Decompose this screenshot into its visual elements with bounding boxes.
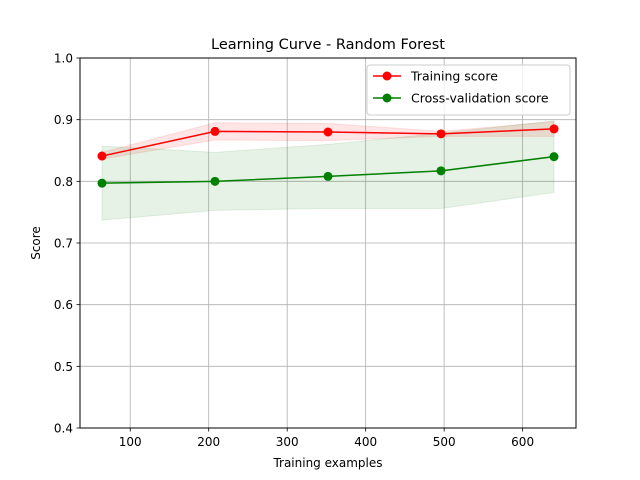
confidence-band-1	[101, 120, 555, 221]
data-point	[436, 166, 446, 176]
y-tick-label: 0.7	[54, 237, 73, 251]
x-tick-label: 300	[276, 435, 299, 449]
data-point	[323, 127, 333, 137]
data-point	[436, 129, 446, 139]
data-point	[549, 124, 559, 134]
x-tick-label: 100	[119, 435, 142, 449]
x-axis-ticks: 100 200 300 400 500 600	[119, 428, 534, 449]
x-axis-label: Training examples	[272, 456, 382, 470]
data-point	[97, 178, 107, 188]
y-tick-label: 0.5	[54, 360, 73, 374]
legend: Training score Cross-validation score	[366, 64, 571, 116]
legend-label: Training score	[410, 69, 498, 84]
y-tick-label: 0.6	[54, 298, 73, 312]
x-tick-label: 500	[433, 435, 456, 449]
x-tick-label: 400	[354, 435, 377, 449]
x-tick-label: 600	[511, 435, 534, 449]
y-tick-label: 1.0	[54, 52, 73, 66]
data-point	[210, 126, 220, 136]
y-tick-label: 0.9	[54, 113, 73, 127]
chart-title: Learning Curve - Random Forest	[211, 37, 445, 53]
y-tick-label: 0.4	[54, 422, 73, 436]
data-point	[549, 152, 559, 162]
data-point	[97, 151, 107, 161]
data-point	[210, 176, 220, 186]
legend-box	[366, 64, 571, 116]
x-tick-label: 200	[197, 435, 220, 449]
legend-label: Cross-validation score	[411, 91, 549, 106]
y-tick-label: 0.8	[54, 175, 73, 189]
legend-marker	[382, 71, 392, 81]
y-axis-ticks: 0.4 0.5 0.6 0.7 0.8 0.9 1.0	[54, 52, 80, 436]
y-axis-label: Score	[29, 226, 43, 260]
series-markers	[97, 124, 559, 188]
legend-marker	[382, 93, 392, 103]
data-point	[323, 171, 333, 181]
